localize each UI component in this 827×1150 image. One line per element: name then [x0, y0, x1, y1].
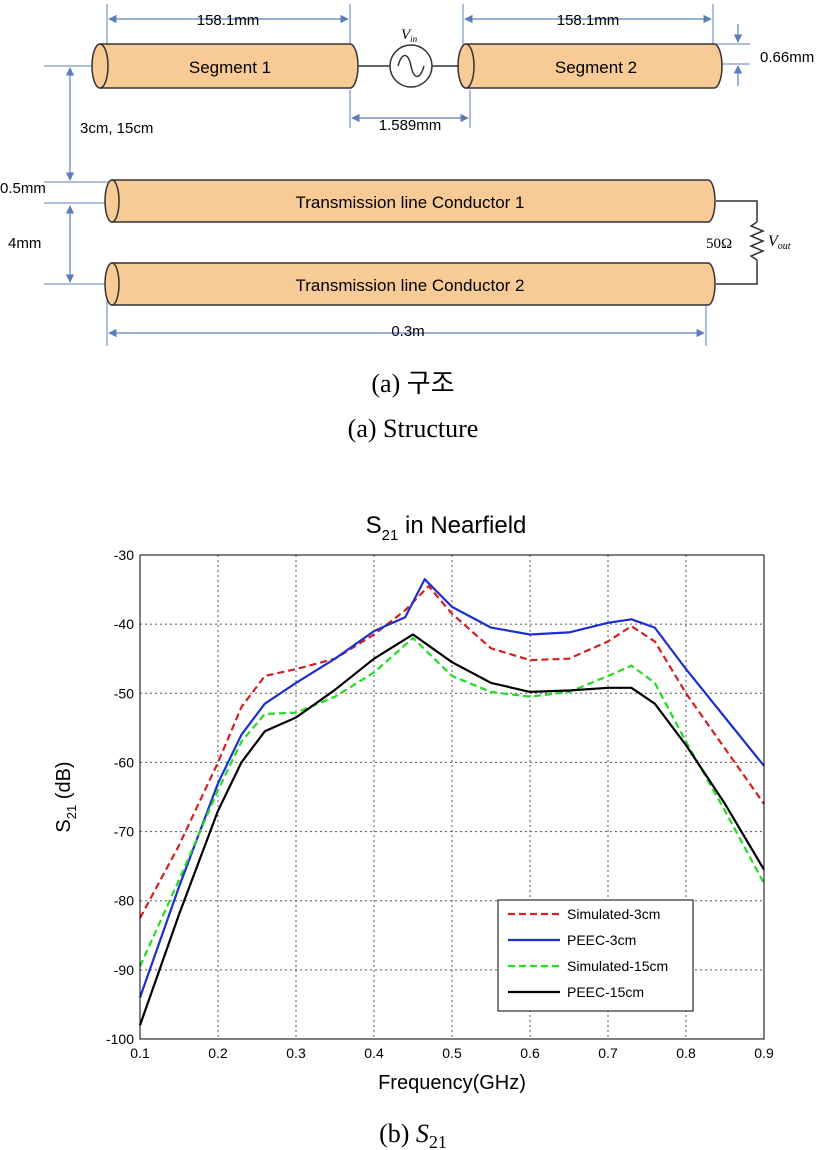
plot-frame: [139, 554, 765, 1040]
legend-label-2: PEEC-3cm: [567, 932, 636, 948]
x-tick-label: 0.9: [754, 1045, 774, 1061]
x-tick-label: 0.4: [364, 1045, 384, 1061]
x-tick-label: 0.5: [442, 1045, 462, 1061]
caption-b-italic: S: [416, 1119, 429, 1148]
dimension-arrows: [65, 14, 743, 338]
x-axis-label: Frequency(GHz): [378, 1072, 526, 1094]
y-tick-label: -80: [114, 893, 134, 909]
vin-label: Vin: [401, 27, 418, 44]
series-line-3: [138, 636, 765, 967]
vout-main: V: [768, 233, 780, 250]
y-tick-labels: -30 -40 -50 -60 -70 -80 -90 -100: [106, 547, 134, 1047]
tl-conductor-1-cylinder: [104, 179, 716, 223]
x-tick-label: 0.8: [676, 1045, 696, 1061]
y-label-sub: 21: [64, 805, 79, 819]
y-tick-label: -30: [114, 547, 134, 563]
voltage-source: [358, 44, 459, 88]
caption-b-sub: 21: [429, 1132, 447, 1150]
chart-title-rest: in Nearfield: [398, 512, 526, 539]
height-label: 3cm, 15cm: [80, 120, 153, 137]
y-tick-label: -60: [114, 754, 134, 770]
x-tick-label: 0.6: [520, 1045, 540, 1061]
y-tick-label: -70: [114, 824, 134, 840]
extension-lines: [44, 4, 750, 346]
tl-spacing-label: 4mm: [8, 235, 41, 252]
caption-a-korean: (a) 구조: [371, 369, 454, 398]
x-tick-label: 0.7: [598, 1045, 618, 1061]
caption-b: (b) S21: [379, 1119, 447, 1150]
segment-1-label: Segment 1: [189, 58, 271, 77]
y-label-rest: (dB): [53, 761, 75, 804]
series-line-2: [138, 578, 765, 998]
load-resistor: [716, 200, 765, 285]
chart-title: S21 in Nearfield: [366, 512, 527, 544]
series-line-1: [139, 584, 765, 919]
segment-2-label: Segment 2: [555, 58, 637, 77]
legend-label-3: Simulated-15cm: [567, 958, 668, 974]
y-tick-label: -50: [114, 685, 134, 701]
vin-main: V: [401, 27, 412, 43]
chart-series: [138, 578, 765, 1026]
vin-sub: in: [410, 34, 418, 44]
gap-label: 1.589mm: [379, 117, 442, 134]
y-tick-label: -100: [106, 1031, 134, 1047]
y-axis-label: S21 (dB): [53, 761, 79, 832]
diameter-label: 0.66mm: [760, 49, 814, 66]
y-tick-label: -40: [114, 616, 134, 632]
seg1-length-label: 158.1mm: [197, 12, 260, 29]
structure-diagram: 158.1mm 158.1mm Segment 1 Segment 2 Vin …: [0, 4, 814, 443]
x-tick-label: 0.3: [286, 1045, 306, 1061]
load-value-label: 50Ω: [706, 236, 732, 252]
segment-1-cylinder: [91, 43, 359, 89]
x-tick-label: 0.1: [130, 1045, 150, 1061]
legend-label-1: Simulated-3cm: [567, 906, 660, 922]
chart-legend: Simulated-3cm PEEC-3cm Simulated-15cm PEEC-…: [497, 899, 694, 1012]
series-line-4: [138, 633, 765, 1026]
x-tick-label: 0.2: [208, 1045, 228, 1061]
chart-title-sub: 21: [382, 527, 399, 544]
caption-b-main: (b): [379, 1119, 416, 1148]
tl-conductor-2-label: Transmission line Conductor 2: [296, 276, 525, 295]
tl-conductor-1-label: Transmission line Conductor 1: [296, 193, 525, 212]
segment-2-cylinder: [457, 43, 723, 89]
caption-a-english: (a) Structure: [348, 414, 479, 443]
y-label-main: S: [53, 819, 75, 832]
y-tick-label: -90: [114, 962, 134, 978]
x-tick-labels: 0.1 0.2 0.3 0.4 0.5 0.6 0.7 0.8 0.9: [130, 1045, 774, 1061]
vout-label: Vout: [768, 233, 791, 252]
tl-conductor-2-cylinder: [104, 262, 716, 306]
s21-chart: S21 in Nearfield 0.1 0.2 0.3 0.4 0.5 0.6 0.7 0.…: [53, 512, 774, 1150]
tl-diameter-label: 0.5mm: [0, 180, 46, 197]
tl-length-label: 0.3m: [391, 323, 424, 340]
seg2-length-label: 158.1mm: [557, 12, 620, 29]
vout-sub: out: [778, 241, 791, 252]
chart-title-main: S: [366, 512, 382, 539]
sine-icon: [397, 54, 425, 78]
legend-label-4: PEEC-15cm: [567, 984, 644, 1000]
